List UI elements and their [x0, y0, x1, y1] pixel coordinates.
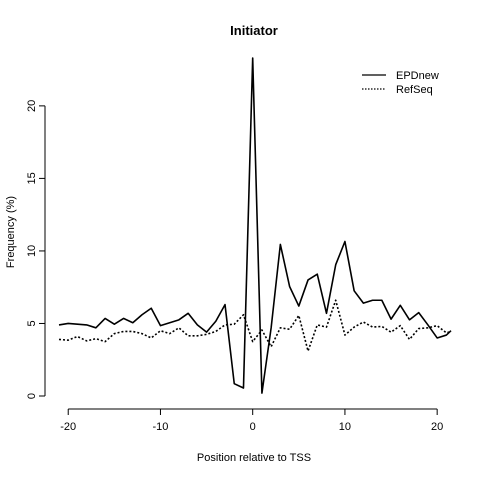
y-tick-label: 20	[26, 100, 38, 112]
y-axis: 0 5 10 15 20	[26, 100, 46, 399]
legend-label-epdnew: EPDnew	[396, 70, 439, 82]
x-axis-label: Position relative to TSS	[197, 452, 311, 464]
chart-title: Initiator	[230, 23, 278, 38]
x-tick-label: 0	[250, 421, 256, 433]
x-axis: -20 -10 0 10 20	[60, 408, 443, 433]
y-tick-label: 15	[26, 172, 38, 184]
series-line-refseq	[58, 299, 452, 352]
x-tick-label: -10	[153, 421, 169, 433]
legend: EPDnew RefSeq	[362, 70, 439, 96]
series-line-epdnew	[58, 57, 452, 394]
series-layer	[58, 57, 452, 394]
y-tick-label: 10	[26, 245, 38, 257]
y-tick-label: 0	[26, 393, 38, 399]
legend-label-refseq: RefSeq	[396, 84, 433, 96]
x-tick-label: -20	[60, 421, 76, 433]
y-tick-label: 5	[26, 320, 38, 326]
plot-frame	[59, 58, 451, 396]
x-tick-label: 10	[339, 421, 351, 433]
x-tick-label: 20	[431, 421, 443, 433]
y-axis-label: Frequency (%)	[5, 196, 17, 268]
